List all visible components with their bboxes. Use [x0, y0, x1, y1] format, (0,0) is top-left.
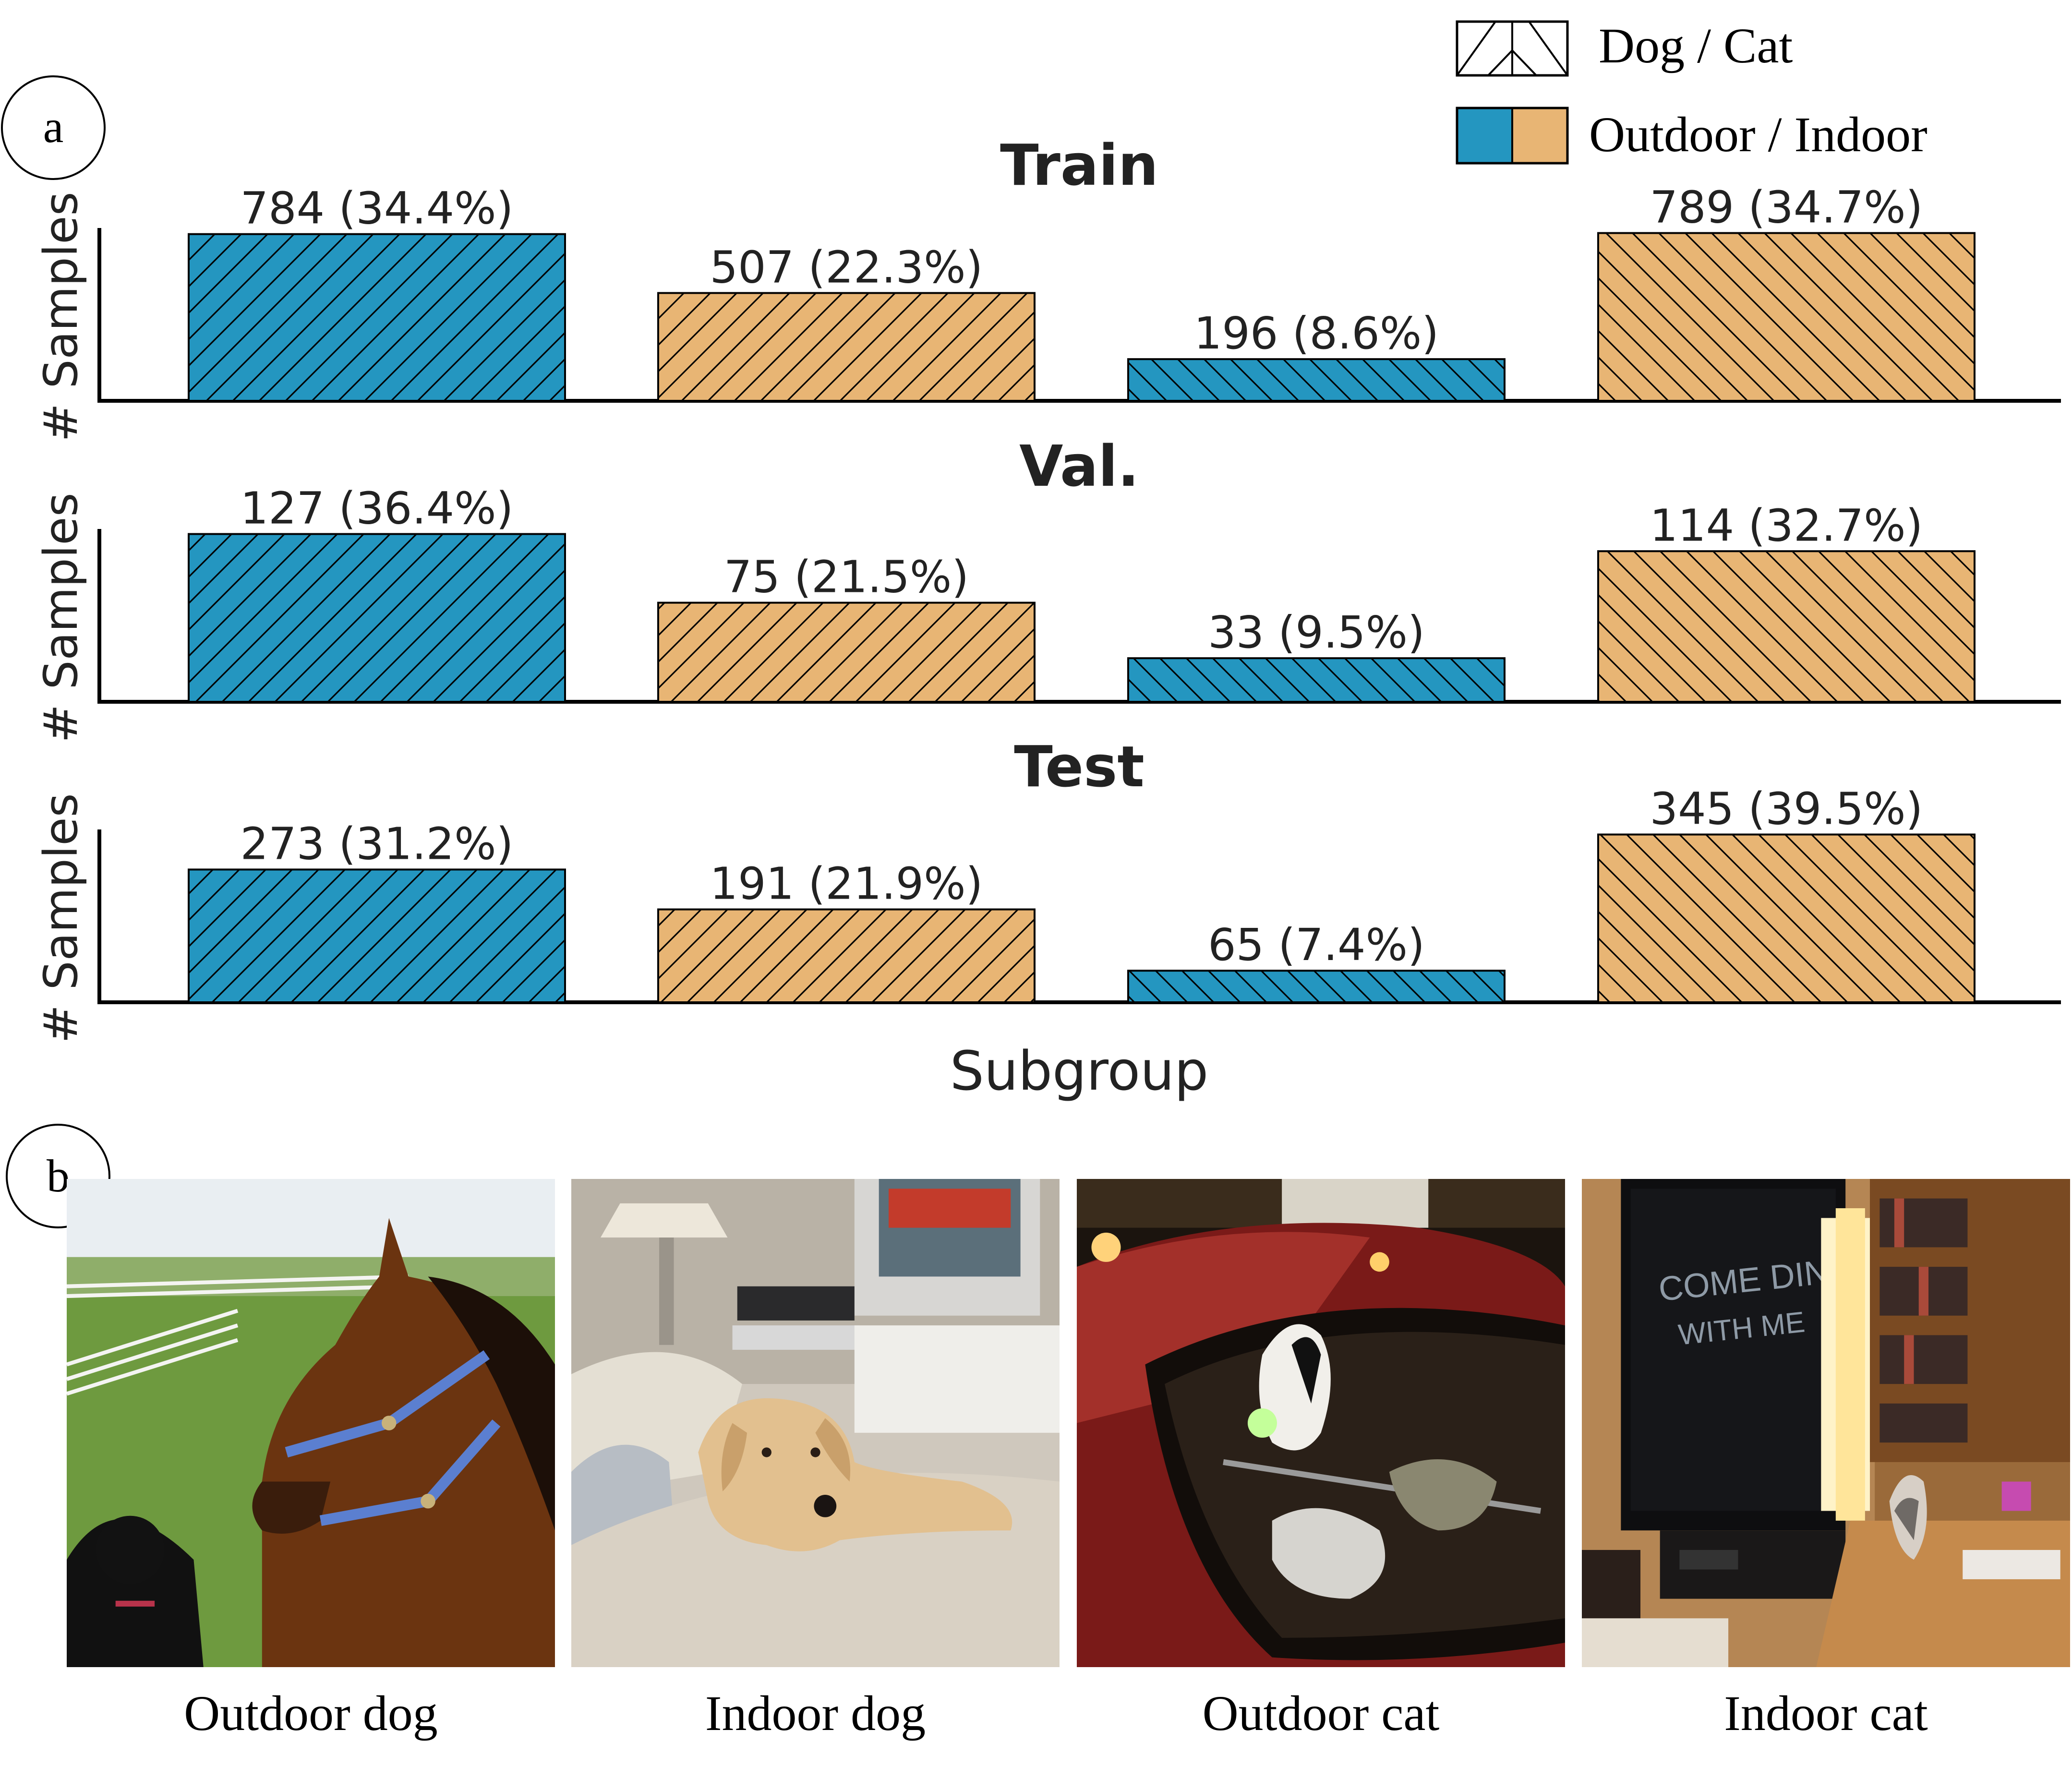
- panel-test: Test # Samples 273 (31.2%) 191 (21.9%) 65 (7…: [34, 733, 2061, 1043]
- photo-outdoor-cat: [1077, 1179, 1565, 1667]
- legend-color-swatch: [1456, 107, 1569, 165]
- bar-outdoor-dog: 784 (34.4%): [188, 183, 566, 402]
- panel-label-a: a: [1, 75, 106, 180]
- bar-indoor-dog: 75 (21.5%): [657, 552, 1036, 703]
- bar-outdoor-cat: 33 (9.5%): [1127, 607, 1506, 703]
- bar-outline: [1597, 550, 1976, 703]
- bar-hatch: [1598, 551, 1975, 702]
- bar-outdoor-cat: 196 (8.6%): [1127, 308, 1506, 402]
- bar-outline: [1597, 833, 1976, 1004]
- bar-hatch: [1598, 233, 1975, 401]
- bar-data-label: 507 (22.3%): [710, 241, 983, 293]
- photo-caption-indoor-dog: Indoor dog: [705, 1686, 926, 1741]
- bar-outline: [657, 292, 1036, 402]
- bar-hatch: [658, 909, 1035, 1002]
- photo-outdoor-dog: [67, 1179, 555, 1667]
- panel-val: Val. # Samples 127 (36.4%) 75 (21.5%) 33 (9.…: [34, 433, 2061, 743]
- photo-caption-outdoor-cat: Outdoor cat: [1202, 1686, 1440, 1741]
- bar-outline: [188, 233, 566, 402]
- bar-hatch: [658, 602, 1035, 702]
- bar-hatch: [1128, 658, 1505, 702]
- bar-hatch: [658, 293, 1035, 401]
- bar-hatch: [1128, 359, 1505, 401]
- photo-indoor-cat: COME DINE WITH ME: [1582, 1179, 2070, 1667]
- bar-data-label: 191 (21.9%): [710, 858, 983, 910]
- bar-outdoor-dog: 127 (36.4%): [188, 482, 566, 703]
- y-axis-label: # Samples: [34, 493, 88, 743]
- bar-outline: [1597, 232, 1976, 402]
- bar-data-label: 345 (39.5%): [1650, 783, 1923, 834]
- bar-hatch: [189, 534, 565, 702]
- panel-title: Val.: [1019, 433, 1139, 499]
- bar-indoor-dog: 191 (21.9%): [657, 858, 1036, 1003]
- bar-data-label: 273 (31.2%): [241, 818, 514, 869]
- bar-outline: [1127, 970, 1506, 1003]
- x-axis-label: Subgroup: [950, 1040, 1208, 1103]
- bar-outdoor-cat: 65 (7.4%): [1127, 919, 1506, 1003]
- legend-pattern-swatch: [1456, 20, 1569, 77]
- bar-outdoor-dog: 273 (31.2%): [188, 818, 566, 1003]
- bar-data-label: 65 (7.4%): [1208, 919, 1425, 971]
- panel-train: Train # Samples 784 (34.4%) 507 (22.3%) 196 …: [34, 132, 2061, 442]
- legend: Dog / Cat Outdoor / Indoor: [1456, 18, 1927, 165]
- bar-outline: [1127, 657, 1506, 703]
- bar-hatch: [189, 234, 565, 401]
- photo-indoor-dog: [571, 1179, 1060, 1667]
- panel-label-a-text: a: [43, 101, 64, 152]
- bar-outline: [657, 601, 1036, 703]
- photo-caption-outdoor-dog: Outdoor dog: [184, 1686, 438, 1741]
- bar-data-label: 75 (21.5%): [724, 552, 969, 603]
- bar-outline: [188, 533, 566, 703]
- y-axis-label: # Samples: [34, 192, 88, 442]
- bar-indoor-dog: 507 (22.3%): [657, 241, 1036, 402]
- bar-data-label: 33 (9.5%): [1208, 607, 1425, 658]
- chart-panels: Train # Samples 784 (34.4%) 507 (22.3%) 196 …: [34, 132, 2061, 1043]
- bar-data-label: 789 (34.7%): [1650, 181, 1923, 233]
- legend-color-label: Outdoor / Indoor: [1589, 107, 1927, 162]
- panel-label-b-text: b: [47, 1150, 70, 1201]
- bar-hatch: [1598, 834, 1975, 1002]
- bar-hatch: [1128, 971, 1505, 1002]
- bar-indoor-cat: 789 (34.7%): [1597, 181, 1976, 402]
- bar-indoor-cat: 114 (32.7%): [1597, 500, 1976, 703]
- bar-outline: [657, 908, 1036, 1003]
- bar-data-label: 784 (34.4%): [241, 183, 514, 234]
- bar-data-label: 196 (8.6%): [1194, 308, 1439, 359]
- bar-indoor-cat: 345 (39.5%): [1597, 783, 1976, 1004]
- bar-outline: [1127, 358, 1506, 402]
- panel-title: Test: [1014, 733, 1144, 800]
- bar-data-label: 114 (32.7%): [1650, 500, 1923, 551]
- bar-outline: [188, 868, 566, 1003]
- photo-caption-indoor-cat: Indoor cat: [1724, 1686, 1928, 1741]
- y-axis-label: # Samples: [34, 793, 88, 1044]
- bar-data-label: 127 (36.4%): [241, 482, 514, 534]
- panel-title: Train: [1000, 132, 1158, 198]
- bar-chart-figure: a Dog / Cat Outdoor / Indoor Train # Samp…: [1, 18, 2061, 1103]
- legend-pattern-label: Dog / Cat: [1599, 18, 1793, 73]
- bar-hatch: [189, 869, 565, 1002]
